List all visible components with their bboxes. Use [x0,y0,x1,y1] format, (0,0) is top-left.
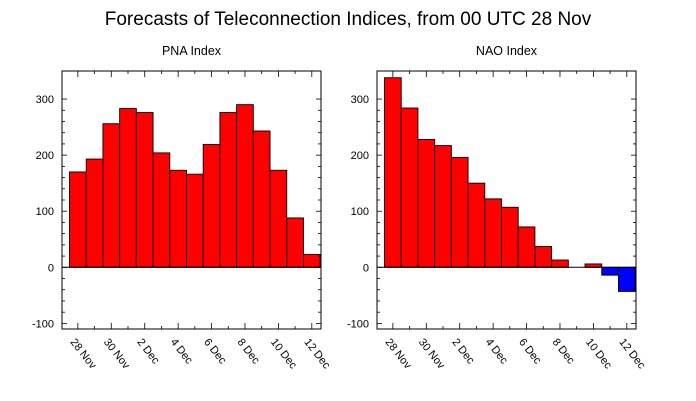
nao-bar [534,246,553,268]
pna-bar [202,144,221,268]
pna-ytick-label: 100 [36,206,54,218]
pna-chart: PNA Index -100 0 100 200 300 28 Nov 30 Nov 2 Dec… [32,44,333,372]
pna-xtick-label: 4 Dec [168,336,195,366]
pna-bar [252,130,271,268]
nao-xtick-label: 4 Dec [483,336,510,366]
pna-bar [303,253,321,268]
pna-xtick-label: 2 Dec [134,336,161,366]
nao-xtick-label: 10 Dec [583,336,614,371]
pna-chart-title: PNA Index [162,44,222,58]
pna-bar [135,112,154,268]
pna-ytick-label: 200 [36,150,54,162]
pna-bar [269,169,288,268]
nao-bar [384,77,402,268]
figure-title: Forecasts of Teleconnection Indices, fro… [104,9,592,30]
nao-ytick-label: 100 [351,206,369,218]
pna-xtick-label: 8 Dec [235,336,262,366]
nao-bar [584,263,603,268]
pna-bar [236,104,254,268]
nao-bar [417,138,436,268]
pna-ytick-label: 300 [36,94,54,106]
nao-bar [601,266,619,276]
nao-bar [517,226,536,268]
pna-bar [186,173,204,268]
nao-xtick-label: 12 Dec [616,336,647,371]
nao-xtick-label: 2 Dec [449,336,476,366]
pna-ytick-label: 0 [48,262,54,274]
nao-bar [467,182,486,268]
nao-bar [501,206,519,268]
pna-bar [102,123,121,268]
pna-bar [119,108,137,268]
pna-bar [152,152,171,268]
nao-ytick-label: 300 [351,94,369,106]
pna-bar [85,158,104,268]
nao-xtick-label: 8 Dec [550,336,577,366]
nao-bar [434,145,452,268]
nao-ytick-label: 200 [351,150,369,162]
nao-bar [400,107,419,268]
pna-xtick-label: 10 Dec [268,336,299,371]
nao-xtick-label: 28 Nov [383,336,414,371]
nao-chart-title: NAO Index [476,44,538,58]
nao-ytick-label: -100 [347,318,369,330]
pna-bar [169,169,187,268]
pna-bar [219,112,238,268]
nao-xtick-label: 30 Nov [416,336,447,371]
pna-xtick-label: 30 Nov [101,336,132,371]
nao-xtick-label: 6 Dec [516,336,543,366]
pna-xtick-label: 12 Dec [301,336,332,371]
nao-bar [450,156,469,268]
pna-xtick-label: 28 Nov [68,336,99,371]
nao-bar [484,198,502,268]
nao-chart: NAO Index -100 0 100 200 300 28 Nov 30 Nov 2 Dec… [347,44,648,372]
pna-bar [69,171,87,268]
pna-xtick-label: 6 Dec [201,336,228,366]
nao-bar [618,266,636,292]
nao-ytick-label: 0 [363,262,369,274]
pna-bar [286,217,304,268]
nao-bar [551,259,569,268]
pna-ytick-label: -100 [32,318,54,330]
